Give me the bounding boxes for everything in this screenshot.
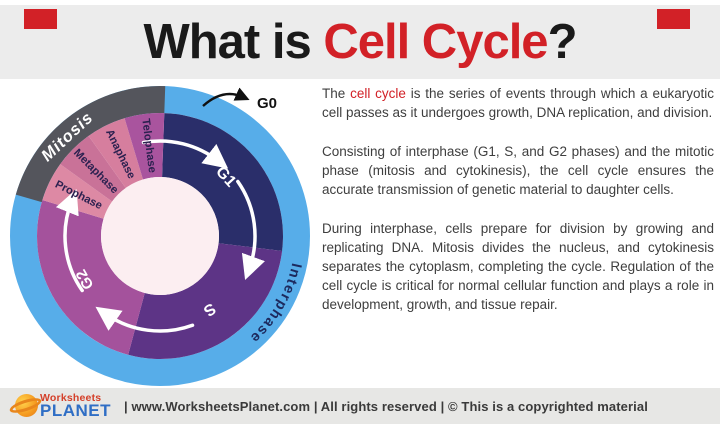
footer: Worksheets PLANET | www.WorksheetsPlanet… xyxy=(0,388,720,424)
paragraph: During interphase, cells prepare for div… xyxy=(322,219,714,314)
logo-worksheets-label: Worksheets xyxy=(40,391,102,404)
title-black-part: What is xyxy=(143,15,324,69)
title-band: What is Cell Cycle? xyxy=(0,5,720,79)
paragraph: Consisting of interphase (G1, S, and G2 … xyxy=(322,142,714,199)
logo-planet-label: PLANET xyxy=(40,401,111,421)
cycle-arrow xyxy=(141,139,229,169)
worksheets-planet-logo: Worksheets PLANET xyxy=(12,391,114,421)
paragraph: The cell cycle is the series of events t… xyxy=(322,84,714,122)
page-title: What is Cell Cycle? xyxy=(0,5,720,79)
text-run: During interphase, cells prepare for div… xyxy=(322,221,714,312)
text-run: Consisting of interphase (G1, S, and G2 … xyxy=(322,144,714,197)
title-question-mark: ? xyxy=(547,15,578,69)
title-red-part: Cell Cycle xyxy=(323,15,548,69)
cycle-arrow xyxy=(236,179,265,281)
g0-arrow xyxy=(202,87,250,107)
segment-anaphase xyxy=(88,118,143,188)
cycle-arrow xyxy=(55,189,84,293)
cell-nucleus-circle xyxy=(101,177,219,295)
description-text: The cell cycle is the series of events t… xyxy=(322,84,714,334)
label-g0: G0 xyxy=(257,95,277,112)
planet-icon xyxy=(12,391,42,421)
text-run: The xyxy=(322,86,351,101)
text-run: is the series of events through which a … xyxy=(322,86,715,120)
mitosis-outer-arc xyxy=(15,86,166,203)
accent-term: cell cycle xyxy=(350,86,406,101)
logo-text: Worksheets PLANET xyxy=(40,393,111,420)
decor-square-left xyxy=(24,9,57,29)
cycle-arrow xyxy=(95,306,195,333)
copyright-text: | www.WorksheetsPlanet.com | All rights … xyxy=(124,398,648,414)
segment-metaphase xyxy=(60,135,126,202)
decor-square-right xyxy=(657,9,690,29)
segment-telophase xyxy=(124,113,165,180)
